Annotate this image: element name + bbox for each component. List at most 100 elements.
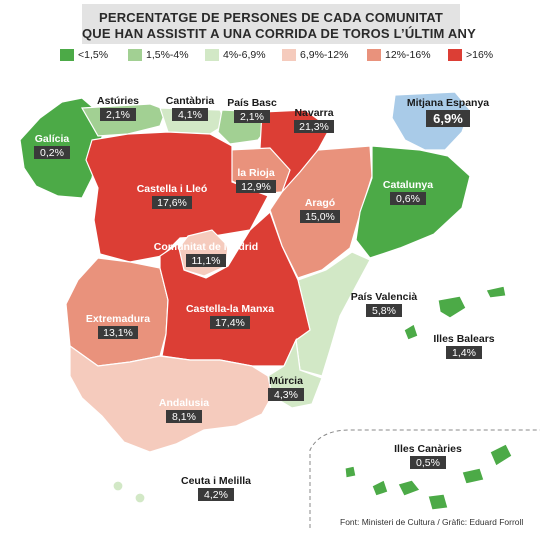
- title-line-1: PERCENTATGE DE PERSONES DE CADA COMUNITA…: [98, 10, 444, 25]
- region-label-andalusia: Andalusia 8,1%: [159, 397, 209, 423]
- region-label-navarra: Navarra 21,3%: [294, 107, 334, 133]
- region-shape-andalusia[interactable]: [69, 344, 273, 453]
- region-value: 4,3%: [274, 389, 298, 401]
- national-average-value-box: [426, 110, 470, 127]
- region-label-pais-basc: País Basc 2,1%: [227, 97, 277, 123]
- region-label-illes-balears: Illes Balears 1,4%: [433, 333, 495, 359]
- region-name: País Valencià: [351, 291, 418, 303]
- region-shape-illes-balears-menorca[interactable]: [485, 285, 507, 299]
- region-shape-illes-balears[interactable]: [437, 295, 467, 319]
- region-name: País Basc: [227, 97, 277, 109]
- region-value-box: [410, 456, 446, 469]
- region-value: 2,1%: [240, 111, 264, 123]
- region-label-murcia: Múrcia 4,3%: [268, 375, 304, 401]
- region-label-castella-i-lleo: Castella i Lleó 17,6%: [137, 183, 207, 209]
- region-name: Catalunya: [383, 179, 433, 191]
- title-banner: PERCENTATGE DE PERSONES DE CADA COMUNITA…: [82, 4, 476, 44]
- region-value-box: [234, 110, 270, 123]
- region-value-box: [152, 196, 192, 209]
- region-name: Aragó: [305, 197, 335, 209]
- legend-label: 12%-16%: [385, 49, 431, 61]
- region-label-asturies: Astúries 2,1%: [97, 95, 139, 121]
- region-value: 15,0%: [305, 211, 335, 223]
- region-value-box: [294, 120, 334, 133]
- region-value: 8,1%: [172, 411, 196, 423]
- region-value: 13,1%: [103, 327, 133, 339]
- region-value-box: [98, 326, 138, 339]
- region-shape-illes-canaries-1[interactable]: [344, 465, 357, 479]
- region-label-galicia: Galícia 0,2%: [34, 133, 70, 159]
- region-value-box: [300, 210, 340, 223]
- region-value-box: [390, 192, 426, 205]
- region-name: Galícia: [35, 133, 70, 145]
- legend-label: <1,5%: [78, 49, 109, 61]
- region-value-box: [186, 254, 226, 267]
- region-shape-illes-canaries-2[interactable]: [371, 479, 389, 497]
- region-label-cantabria: Cantàbria 4,1%: [166, 95, 215, 121]
- region-value-box: [366, 304, 402, 317]
- region-shape-illes-canaries-4[interactable]: [427, 493, 449, 511]
- region-name: Múrcia: [269, 375, 303, 387]
- legend-swatch: [60, 49, 74, 61]
- region-value: 12,9%: [241, 181, 271, 193]
- legend-label: 4%-6,9%: [223, 49, 266, 61]
- region-shape-illes-canaries-3[interactable]: [397, 479, 421, 497]
- region-label-illes-canaries: Illes Canàries 0,5%: [394, 443, 462, 469]
- source-credit: Font: Ministeri de Cultura / Gràfic: Edu…: [340, 517, 524, 527]
- region-name: Extremadura: [86, 313, 150, 325]
- region-value: 17,4%: [215, 317, 245, 329]
- region-shape-ceuta[interactable]: [112, 480, 124, 492]
- region-shape-melilla[interactable]: [134, 492, 146, 504]
- region-value-box: [446, 346, 482, 359]
- region-name: Ceuta i Melilla: [181, 475, 251, 487]
- legend-label: 6,9%-12%: [300, 49, 349, 61]
- legend-swatch: [128, 49, 142, 61]
- region-shape-illes-balears-eivissa[interactable]: [403, 323, 419, 341]
- region-name: Cantàbria: [166, 95, 215, 107]
- region-value: 11,1%: [192, 255, 221, 267]
- title-line-2: QUE HAN ASSISTIT A UNA CORRIDA DE TOROS …: [82, 26, 476, 41]
- region-value: 21,3%: [299, 121, 329, 133]
- region-name: Castella-la Manxa: [186, 303, 274, 315]
- national-average-label: Mitjana Espanya: [407, 97, 489, 109]
- region-value: 0,5%: [416, 457, 440, 469]
- region-label-pais-valencia: País Valencià 5,8%: [351, 291, 418, 317]
- region-name: Andalusia: [159, 397, 209, 409]
- region-value-box: [166, 410, 202, 423]
- region-name: Illes Canàries: [394, 443, 462, 455]
- region-value-box: [210, 316, 250, 329]
- region-label-castella-la-manxa: Castella-la Manxa 17,4%: [186, 303, 274, 329]
- region-value-box: [172, 108, 208, 121]
- canaries-inset-frame: [309, 429, 540, 528]
- region-value: 17,6%: [157, 197, 187, 209]
- national-average-value: 6,9%: [433, 111, 463, 126]
- legend-swatch: [448, 49, 462, 61]
- region-name: Comunitat de Madrid: [154, 241, 258, 253]
- region-label-la-rioja: la Rioja 12,9%: [236, 167, 276, 193]
- region-name: Astúries: [97, 95, 139, 107]
- legend-swatch: [205, 49, 219, 61]
- region-label-comunitat-de-madrid: Comunitat de Madrid 11,1%: [154, 241, 258, 267]
- region-value-box: [236, 180, 276, 193]
- region-label-ceuta-i-melilla: Ceuta i Melilla 4,2%: [181, 475, 251, 501]
- region-shape-castella-la-manxa[interactable]: [159, 210, 311, 367]
- region-value-box: [34, 146, 70, 159]
- region-name: Navarra: [294, 107, 333, 119]
- region-label-catalunya: Catalunya 0,6%: [383, 179, 433, 205]
- region-value: 4,1%: [178, 109, 202, 121]
- region-value-box: [268, 388, 304, 401]
- region-value: 1,4%: [452, 347, 476, 359]
- region-value: 0,2%: [40, 147, 64, 159]
- legend-swatch: [367, 49, 381, 61]
- region-value: 0,6%: [396, 193, 420, 205]
- region-shape-illes-canaries-6[interactable]: [489, 443, 513, 467]
- region-name: la Rioja: [237, 167, 275, 179]
- region-label-arago: Aragó 15,0%: [300, 197, 340, 223]
- legend-swatch: [282, 49, 296, 61]
- region-value-box: [100, 108, 136, 121]
- region-shape-illes-canaries-5[interactable]: [461, 467, 485, 485]
- legend-label: 1,5%-4%: [146, 49, 189, 61]
- region-shape-extremadura[interactable]: [65, 257, 169, 367]
